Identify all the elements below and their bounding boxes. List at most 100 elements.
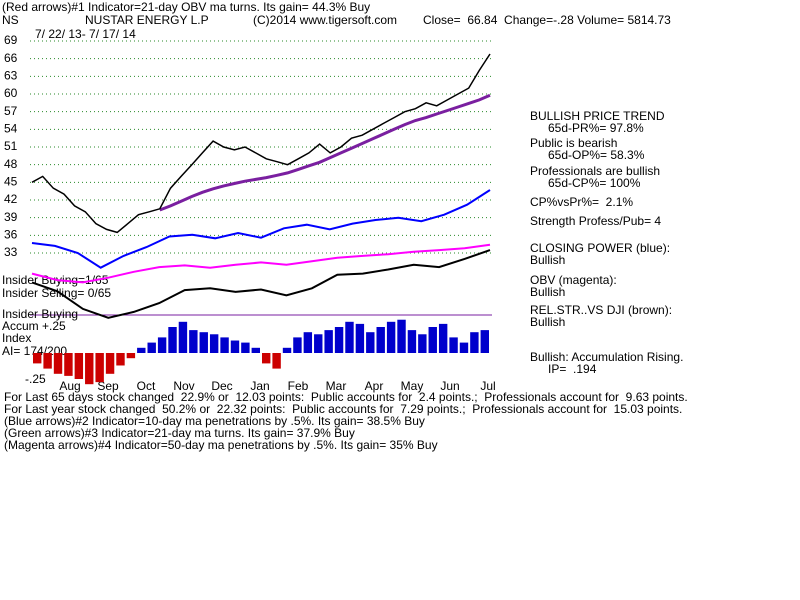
panel-text: Public is bearish [530, 136, 617, 150]
quote: Close= 66.84 Change=-.28 Volume= 5814.73 [423, 13, 671, 27]
x-tick-label: Oct [137, 379, 156, 393]
panel-text: 65d-CP%= 100% [548, 176, 641, 190]
y-tick-label: 39 [4, 210, 18, 224]
y-tick-label: 51 [4, 139, 18, 153]
accum-bar [262, 353, 271, 364]
accum-tick-label: +.25 [42, 319, 66, 333]
accum-bar [95, 353, 104, 383]
footer-line: (Blue arrows)#2 Indicator=10-day ma pene… [4, 414, 425, 428]
y-tick-label: 69 [4, 33, 18, 47]
x-tick-label: Apr [365, 379, 384, 393]
footer-line: (Green arrows)#3 Indicator=21-day ma tur… [4, 426, 355, 440]
accum-bar [407, 330, 417, 353]
x-tick-label: Nov [173, 379, 194, 393]
x-tick-label: Aug [59, 379, 80, 393]
left-text: Index [2, 331, 31, 345]
y-tick-label: 36 [4, 228, 18, 242]
y-tick-label: 42 [4, 192, 18, 206]
accum-bar [480, 330, 489, 353]
left-text: Insider Buying [2, 307, 78, 321]
accum-bar [293, 337, 302, 353]
panel-text: CP%vsPr%= 2.1% [530, 195, 633, 209]
accum-bar [303, 332, 313, 353]
footer-line: (Magenta arrows)#4 Indicator=50-day ma p… [4, 438, 438, 452]
accum-bar [189, 330, 198, 353]
obv-line [31, 243, 491, 284]
accum-bar [209, 334, 219, 353]
symbol: NS [2, 13, 19, 27]
accum-bar [220, 337, 229, 353]
accum-bar [355, 323, 365, 353]
panel-text: OBV (magenta): [530, 273, 617, 287]
y-tick-label: 57 [4, 104, 18, 118]
accum-bar [116, 353, 125, 366]
ma50-line [159, 93, 491, 212]
accum-bar [366, 332, 375, 353]
accum-bar [449, 337, 458, 353]
x-tick-label: Jun [440, 379, 459, 393]
accum-bar [157, 337, 167, 353]
header-line: (Red arrows)#1 Indicator=21-day OBV ma t… [2, 0, 370, 14]
panel-text: BULLISH PRICE TREND [530, 109, 665, 123]
accum-bar [230, 340, 240, 353]
y-tick-label: 45 [4, 175, 18, 189]
accum-bar [345, 321, 354, 353]
accum-bar [33, 353, 42, 364]
accum-bar [418, 334, 427, 353]
y-tick-label: 63 [4, 69, 18, 83]
date-range: 7/ 22/ 13- 7/ 17/ 14 [35, 27, 136, 41]
copyright: (C)2014 www.tigersoft.com [253, 13, 397, 27]
closing_power-line [31, 189, 491, 269]
accum-bar [324, 330, 333, 353]
accum-bar [199, 332, 208, 353]
panel-text: 65d-PR%= 97.8% [548, 121, 644, 135]
accum-bar [438, 323, 448, 353]
y-tick-label: 54 [4, 122, 18, 136]
accum-bar [168, 327, 177, 353]
panel-text: Bullish [530, 285, 565, 299]
accum-bar [137, 347, 146, 353]
panel-text: REL.STR..VS DJI (brown): [530, 303, 672, 317]
accum-bar [64, 353, 73, 376]
x-tick-label: Jul [480, 379, 495, 393]
accum-tick-label: -.25 [25, 372, 46, 386]
accum-bar [53, 353, 63, 374]
panel-text: Strength Profess/Pub= 4 [530, 214, 661, 228]
panel-text: Bullish [530, 315, 565, 329]
panel-text: Bullish: Accumulation Rising. [530, 350, 683, 364]
rel_str-line [31, 249, 491, 319]
panel-text: 65d-OP%= 58.3% [548, 148, 645, 162]
accum-bar [470, 332, 479, 353]
y-tick-label: 66 [4, 51, 18, 65]
accum-bar [397, 319, 406, 353]
x-tick-label: Mar [326, 379, 347, 393]
x-tick-label: Sep [97, 379, 119, 393]
company: NUSTAR ENERGY L.P [85, 13, 209, 27]
accum-bar [272, 353, 281, 369]
accum-bar [241, 342, 250, 353]
accum-bar [147, 342, 156, 353]
left-text: Accum [2, 319, 39, 333]
x-tick-label: May [401, 379, 424, 393]
accum-bar [43, 353, 52, 369]
panel-text: Professionals are bullish [530, 164, 660, 178]
accum-bar [376, 327, 385, 353]
x-tick-label: Jan [250, 379, 269, 393]
accum-bar [74, 353, 84, 379]
x-tick-label: Feb [288, 379, 309, 393]
y-tick-label: 33 [4, 245, 18, 259]
y-tick-label: 48 [4, 157, 18, 171]
accum-bar [459, 342, 469, 353]
footer-line: For Last year stock changed 50.2% or 22.… [4, 402, 682, 416]
accum-bar [251, 347, 260, 353]
accum-bar [386, 321, 396, 353]
accum-bar [282, 347, 292, 353]
accum-bar [428, 327, 437, 353]
accum-bar [334, 327, 344, 353]
panel-text: IP= .194 [548, 362, 597, 376]
accum-bar [105, 353, 115, 374]
left-text: Insider Selling= 0/65 [2, 286, 111, 300]
panel-text: CLOSING POWER (blue): [530, 241, 670, 255]
y-tick-label: 60 [4, 86, 18, 100]
